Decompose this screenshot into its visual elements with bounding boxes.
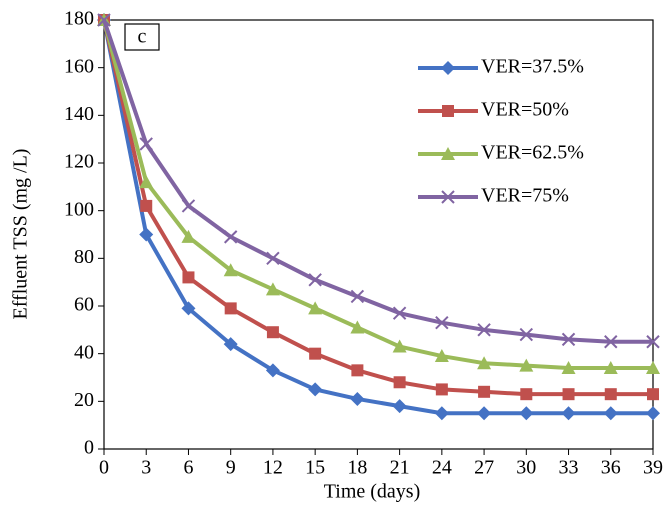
marker	[477, 356, 492, 370]
marker	[393, 376, 406, 389]
marker	[561, 332, 576, 347]
y-tick-label: 60	[74, 294, 94, 316]
x-tick-label: 9	[226, 457, 236, 479]
marker	[308, 273, 322, 287]
marker	[351, 364, 364, 377]
marker	[441, 61, 455, 75]
marker	[441, 190, 455, 204]
x-tick-label: 33	[559, 457, 579, 479]
marker	[266, 326, 279, 339]
marker	[604, 335, 618, 349]
series-line	[102, 19, 653, 370]
x-axis-label: Time (days)	[324, 481, 420, 503]
marker	[224, 302, 237, 315]
legend-label: VER=50%	[481, 99, 569, 121]
marker	[519, 327, 534, 342]
y-tick-label: 80	[74, 246, 94, 268]
marker	[181, 301, 196, 316]
annotation: c	[138, 26, 147, 48]
legend-label: VER=75%	[481, 185, 569, 207]
marker	[308, 301, 323, 315]
x-tick-label: 18	[347, 457, 367, 479]
marker	[520, 388, 533, 401]
series-line	[102, 19, 653, 344]
x-tick-label: 30	[516, 457, 536, 479]
marker	[392, 339, 407, 353]
marker	[561, 406, 576, 421]
x-tick-label: 36	[601, 457, 621, 479]
marker	[519, 358, 534, 372]
marker	[309, 347, 322, 360]
marker	[478, 385, 491, 398]
marker	[646, 335, 660, 349]
marker	[223, 230, 238, 244]
x-tick-label: 24	[432, 457, 452, 479]
x-tick-label: 6	[183, 457, 193, 479]
y-axis-label: Effluent TSS (mg /L)	[10, 149, 32, 320]
y-tick-label: 20	[74, 389, 94, 411]
marker	[308, 382, 323, 397]
marker	[519, 406, 534, 421]
y-tick-label: 40	[74, 341, 94, 363]
y-tick-label: 0	[84, 437, 94, 459]
y-tick-label: 140	[64, 103, 94, 125]
marker	[181, 199, 196, 213]
marker	[265, 363, 280, 378]
marker	[350, 289, 365, 304]
marker	[477, 323, 491, 337]
marker	[139, 175, 154, 189]
annotation-box	[124, 23, 160, 51]
marker	[603, 360, 618, 374]
marker	[181, 229, 196, 243]
legend-label: VER=62.5%	[481, 142, 584, 164]
marker	[182, 271, 195, 284]
marker	[392, 399, 407, 414]
marker	[140, 199, 153, 212]
x-tick-label: 21	[390, 457, 410, 479]
x-tick-label: 27	[474, 457, 494, 479]
marker	[646, 406, 660, 421]
marker	[97, 13, 111, 27]
x-tick-label: 39	[643, 457, 663, 479]
marker	[350, 391, 365, 406]
marker	[350, 320, 365, 334]
marker	[646, 360, 660, 374]
series-line	[102, 19, 653, 397]
marker	[561, 360, 576, 374]
marker	[435, 315, 449, 330]
x-tick-label: 15	[305, 457, 325, 479]
marker	[139, 137, 153, 151]
marker	[223, 263, 238, 277]
marker	[477, 406, 492, 421]
marker	[441, 147, 455, 160]
marker	[604, 388, 617, 401]
marker	[392, 306, 407, 320]
legend-label: VER=37.5%	[481, 56, 584, 78]
marker	[266, 251, 280, 266]
y-tick-label: 180	[64, 8, 94, 30]
marker	[139, 227, 154, 242]
marker	[603, 406, 618, 421]
marker	[562, 388, 575, 401]
x-tick-label: 3	[141, 457, 151, 479]
y-tick-label: 120	[64, 151, 94, 173]
x-tick-label: 0	[99, 457, 109, 479]
marker	[434, 406, 449, 421]
marker	[434, 349, 449, 363]
marker	[223, 337, 238, 352]
series-line	[102, 19, 653, 416]
marker	[647, 388, 659, 401]
y-tick-label: 160	[64, 55, 94, 77]
plot-area	[103, 19, 654, 450]
x-tick-label: 12	[263, 457, 283, 479]
y-tick-label: 100	[64, 198, 94, 220]
marker	[265, 282, 280, 296]
marker	[435, 383, 448, 396]
marker	[442, 105, 454, 117]
